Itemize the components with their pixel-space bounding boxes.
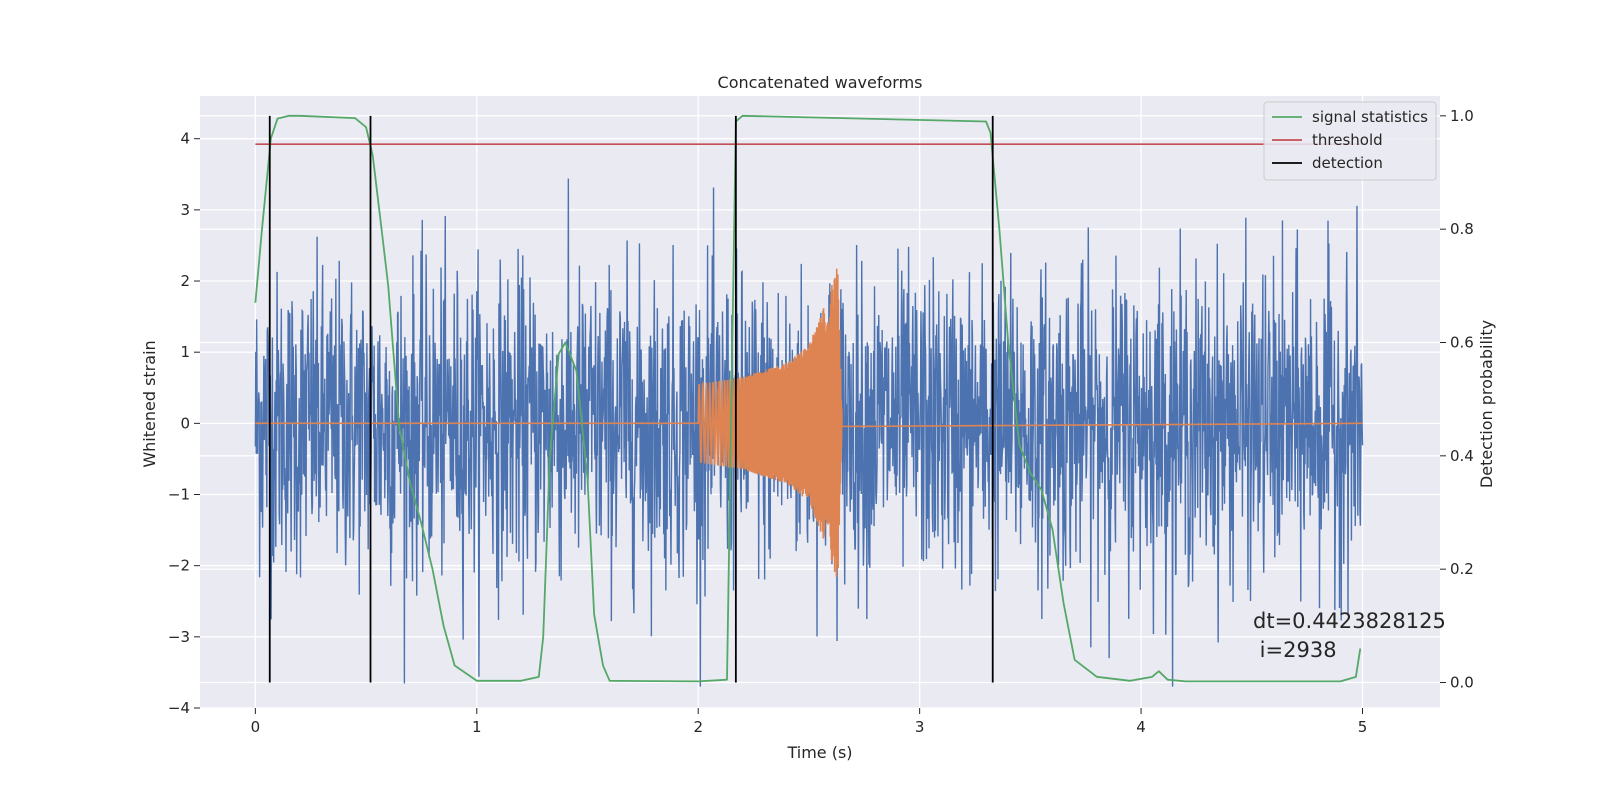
x-tick-label: 3 [915, 718, 925, 736]
x-tick-label: 0 [251, 718, 261, 736]
x-tick-label: 4 [1136, 718, 1146, 736]
annotation-dt: dt=0.4423828125 [1253, 609, 1446, 633]
chart-title: Concatenated waveforms [718, 73, 923, 92]
y-tick-label: −2 [168, 557, 190, 575]
legend-label: signal statistics [1312, 108, 1428, 126]
y2-axis-label: Detection probability [1477, 320, 1496, 488]
signal-statistics-line [254, 114, 1362, 683]
legend-label: threshold [1312, 131, 1383, 149]
y-tick-label: 2 [180, 272, 190, 290]
y-tick-label: −4 [168, 699, 190, 717]
y2-tick-label: 0.0 [1450, 674, 1474, 692]
legend-label: detection [1312, 154, 1383, 172]
legend: signal statistics threshold detection [1263, 101, 1437, 181]
x-tick-label: 5 [1358, 718, 1368, 736]
y2-tick-label: 0.2 [1450, 560, 1474, 578]
y-tick-label: 0 [180, 414, 190, 432]
legend-box [1263, 101, 1437, 181]
y2-tick-label: 1.0 [1450, 107, 1474, 125]
y2-tick-label: 0.8 [1450, 220, 1474, 238]
y2-tick-label: 0.4 [1450, 447, 1474, 465]
x-tick-label: 2 [693, 718, 703, 736]
y-axis-label: Whitened strain [140, 340, 159, 467]
annotation-i: i=2938 [1253, 638, 1337, 662]
y2-tick-label: 0.6 [1450, 334, 1474, 352]
y-tick-label: −3 [168, 628, 190, 646]
y-tick-label: 3 [180, 201, 190, 219]
x-tick-label: 1 [472, 718, 482, 736]
y-tick-label: 4 [180, 130, 190, 148]
x-axis-label: Time (s) [786, 743, 852, 762]
injected-waveform-line [255, 268, 1363, 577]
y-tick-label: −1 [168, 486, 190, 504]
y-tick-label: 1 [180, 343, 190, 361]
